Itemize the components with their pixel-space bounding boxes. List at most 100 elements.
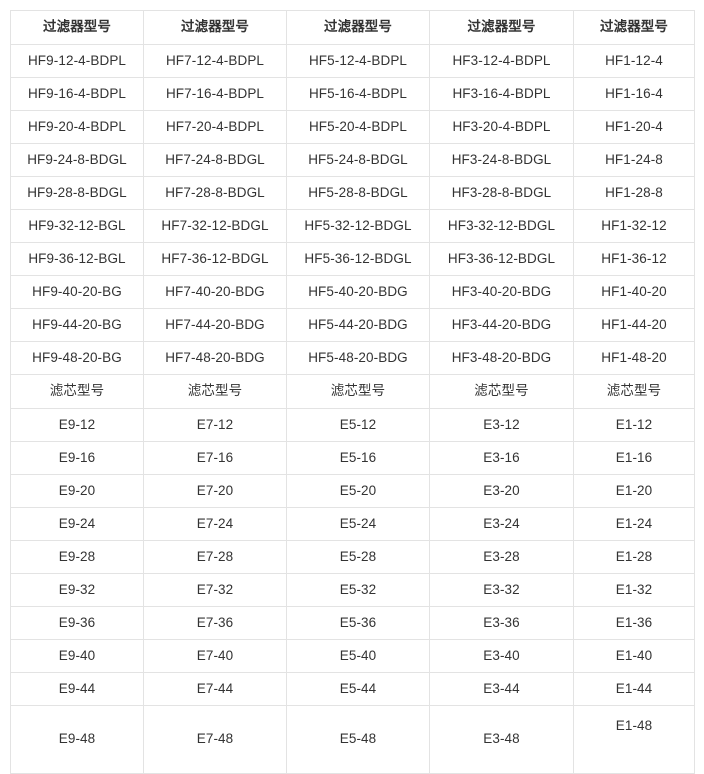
table-body: 过滤器型号 过滤器型号 过滤器型号 过滤器型号 过滤器型号 HF9-12-4-B… bbox=[10, 10, 695, 774]
table-row: E9-32 E7-32 E5-32 E3-32 E1-32 bbox=[10, 573, 695, 607]
filter-model-cell: HF7-44-20-BDG bbox=[143, 308, 287, 342]
filter-model-cell: HF9-28-8-BDGL bbox=[10, 176, 144, 210]
filter-header-cell-2: 过滤器型号 bbox=[143, 10, 287, 45]
table-row: E9-36 E7-36 E5-36 E3-36 E1-36 bbox=[10, 606, 695, 640]
filter-model-cell: HF1-20-4 bbox=[573, 110, 695, 144]
element-model-cell: E3-32 bbox=[429, 573, 574, 607]
table-row: E9-48 E7-48 E5-48 E3-48 E1-48 bbox=[10, 705, 695, 774]
element-model-cell: E1-32 bbox=[573, 573, 695, 607]
element-header-cell-3: 滤芯型号 bbox=[286, 374, 430, 409]
filter-and-element-spec-table: 过滤器型号 过滤器型号 过滤器型号 过滤器型号 过滤器型号 HF9-12-4-B… bbox=[10, 10, 695, 774]
filter-model-cell: HF5-28-8-BDGL bbox=[286, 176, 430, 210]
element-header-cell-1: 滤芯型号 bbox=[10, 374, 144, 409]
element-model-cell: E3-36 bbox=[429, 606, 574, 640]
filter-model-cell: HF1-16-4 bbox=[573, 77, 695, 111]
table-row: HF9-16-4-BDPL HF7-16-4-BDPL HF5-16-4-BDP… bbox=[10, 77, 695, 111]
element-model-cell: E5-36 bbox=[286, 606, 430, 640]
element-model-cell: E9-12 bbox=[10, 408, 144, 442]
element-model-cell: E1-40 bbox=[573, 639, 695, 673]
element-model-cell: E3-24 bbox=[429, 507, 574, 541]
filter-model-cell: HF5-48-20-BDG bbox=[286, 341, 430, 375]
table-row: E9-44 E7-44 E5-44 E3-44 E1-44 bbox=[10, 672, 695, 706]
filter-model-cell: HF5-40-20-BDG bbox=[286, 275, 430, 309]
table-row: E9-12 E7-12 E5-12 E3-12 E1-12 bbox=[10, 408, 695, 442]
element-model-cell: E7-48 bbox=[143, 705, 287, 774]
filter-model-cell: HF5-20-4-BDPL bbox=[286, 110, 430, 144]
filter-model-cell: HF1-28-8 bbox=[573, 176, 695, 210]
table-row: HF9-36-12-BGL HF7-36-12-BDGL HF5-36-12-B… bbox=[10, 242, 695, 276]
element-model-cell: E9-44 bbox=[10, 672, 144, 706]
filter-model-cell: HF9-40-20-BG bbox=[10, 275, 144, 309]
filter-model-cell: HF1-40-20 bbox=[573, 275, 695, 309]
element-model-cell: E3-44 bbox=[429, 672, 574, 706]
element-model-cell: E1-48 bbox=[573, 705, 695, 774]
filter-header-cell-5: 过滤器型号 bbox=[573, 10, 695, 45]
element-model-cell: E7-32 bbox=[143, 573, 287, 607]
filter-model-cell: HF9-48-20-BG bbox=[10, 341, 144, 375]
filter-model-cell: HF7-36-12-BDGL bbox=[143, 242, 287, 276]
table-row: HF9-32-12-BGL HF7-32-12-BDGL HF5-32-12-B… bbox=[10, 209, 695, 243]
filter-model-cell: HF9-12-4-BDPL bbox=[10, 44, 144, 78]
filter-model-cell: HF7-28-8-BDGL bbox=[143, 176, 287, 210]
element-model-cell: E7-24 bbox=[143, 507, 287, 541]
element-model-cell: E9-36 bbox=[10, 606, 144, 640]
element-model-cell: E9-40 bbox=[10, 639, 144, 673]
filter-model-cell: HF9-16-4-BDPL bbox=[10, 77, 144, 111]
element-model-cell: E9-24 bbox=[10, 507, 144, 541]
element-model-cell: E5-20 bbox=[286, 474, 430, 508]
element-model-cell: E5-48 bbox=[286, 705, 430, 774]
element-model-cell: E9-32 bbox=[10, 573, 144, 607]
filter-model-cell: HF3-36-12-BDGL bbox=[429, 242, 574, 276]
element-model-cell: E1-44 bbox=[573, 672, 695, 706]
filter-model-cell: HF7-16-4-BDPL bbox=[143, 77, 287, 111]
table-row: E9-40 E7-40 E5-40 E3-40 E1-40 bbox=[10, 639, 695, 673]
element-model-cell: E3-40 bbox=[429, 639, 574, 673]
filter-model-cell: HF1-32-12 bbox=[573, 209, 695, 243]
filter-model-cell: HF5-24-8-BDGL bbox=[286, 143, 430, 177]
element-model-cell: E3-12 bbox=[429, 408, 574, 442]
filter-model-cell: HF9-44-20-BG bbox=[10, 308, 144, 342]
filter-model-cell: HF1-48-20 bbox=[573, 341, 695, 375]
filter-model-cell: HF3-16-4-BDPL bbox=[429, 77, 574, 111]
element-model-cell: E3-20 bbox=[429, 474, 574, 508]
filter-model-cell: HF3-12-4-BDPL bbox=[429, 44, 574, 78]
filter-model-cell: HF5-12-4-BDPL bbox=[286, 44, 430, 78]
filter-model-cell: HF7-40-20-BDG bbox=[143, 275, 287, 309]
table-row: HF9-12-4-BDPL HF7-12-4-BDPL HF5-12-4-BDP… bbox=[10, 44, 695, 78]
element-model-cell: E7-40 bbox=[143, 639, 287, 673]
filter-model-cell: HF7-48-20-BDG bbox=[143, 341, 287, 375]
table-row: HF9-48-20-BG HF7-48-20-BDG HF5-48-20-BDG… bbox=[10, 341, 695, 375]
element-model-cell: E5-24 bbox=[286, 507, 430, 541]
table-row: HF9-24-8-BDGL HF7-24-8-BDGL HF5-24-8-BDG… bbox=[10, 143, 695, 177]
element-model-cell: E7-44 bbox=[143, 672, 287, 706]
element-model-cell: E5-28 bbox=[286, 540, 430, 574]
table-row: HF9-20-4-BDPL HF7-20-4-BDPL HF5-20-4-BDP… bbox=[10, 110, 695, 144]
element-model-cell: E9-28 bbox=[10, 540, 144, 574]
filter-model-cell: HF9-24-8-BDGL bbox=[10, 143, 144, 177]
filter-model-cell: HF7-24-8-BDGL bbox=[143, 143, 287, 177]
filter-model-cell: HF3-28-8-BDGL bbox=[429, 176, 574, 210]
filter-model-cell: HF3-32-12-BDGL bbox=[429, 209, 574, 243]
element-model-cell: E3-16 bbox=[429, 441, 574, 475]
element-model-cell: E7-36 bbox=[143, 606, 287, 640]
table-row: E9-24 E7-24 E5-24 E3-24 E1-24 bbox=[10, 507, 695, 541]
element-model-cell: E5-44 bbox=[286, 672, 430, 706]
filter-model-cell: HF1-36-12 bbox=[573, 242, 695, 276]
element-model-cell: E9-48 bbox=[10, 705, 144, 774]
element-model-cell: E9-20 bbox=[10, 474, 144, 508]
element-header-cell-4: 滤芯型号 bbox=[429, 374, 574, 409]
filter-header-row: 过滤器型号 过滤器型号 过滤器型号 过滤器型号 过滤器型号 bbox=[10, 10, 695, 45]
filter-header-cell-1: 过滤器型号 bbox=[10, 10, 144, 45]
filter-model-cell: HF3-48-20-BDG bbox=[429, 341, 574, 375]
element-model-cell: E9-16 bbox=[10, 441, 144, 475]
filter-model-cell: HF7-32-12-BDGL bbox=[143, 209, 287, 243]
filter-model-cell: HF5-16-4-BDPL bbox=[286, 77, 430, 111]
element-model-cell: E5-12 bbox=[286, 408, 430, 442]
element-model-cell: E1-28 bbox=[573, 540, 695, 574]
element-model-cell: E7-12 bbox=[143, 408, 287, 442]
table-row: E9-20 E7-20 E5-20 E3-20 E1-20 bbox=[10, 474, 695, 508]
element-header-cell-5: 滤芯型号 bbox=[573, 374, 695, 409]
filter-model-cell: HF9-36-12-BGL bbox=[10, 242, 144, 276]
table-row: E9-16 E7-16 E5-16 E3-16 E1-16 bbox=[10, 441, 695, 475]
